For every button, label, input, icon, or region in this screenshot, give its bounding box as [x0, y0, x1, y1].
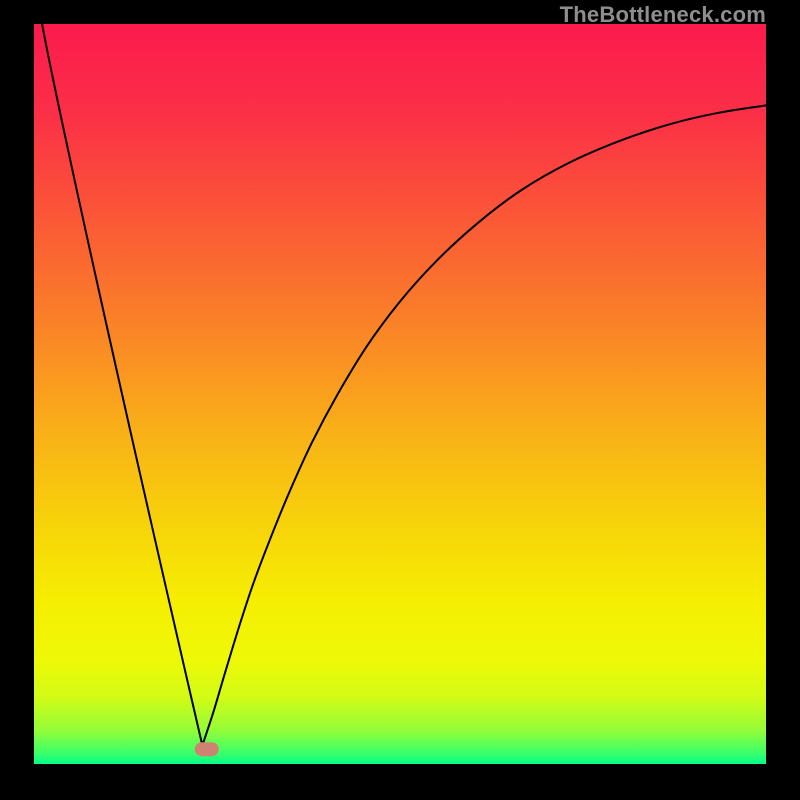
chart-frame: TheBottleneck.com	[0, 0, 800, 800]
plot-background	[34, 24, 766, 764]
chart-svg	[0, 0, 800, 800]
optimum-marker	[195, 742, 219, 756]
